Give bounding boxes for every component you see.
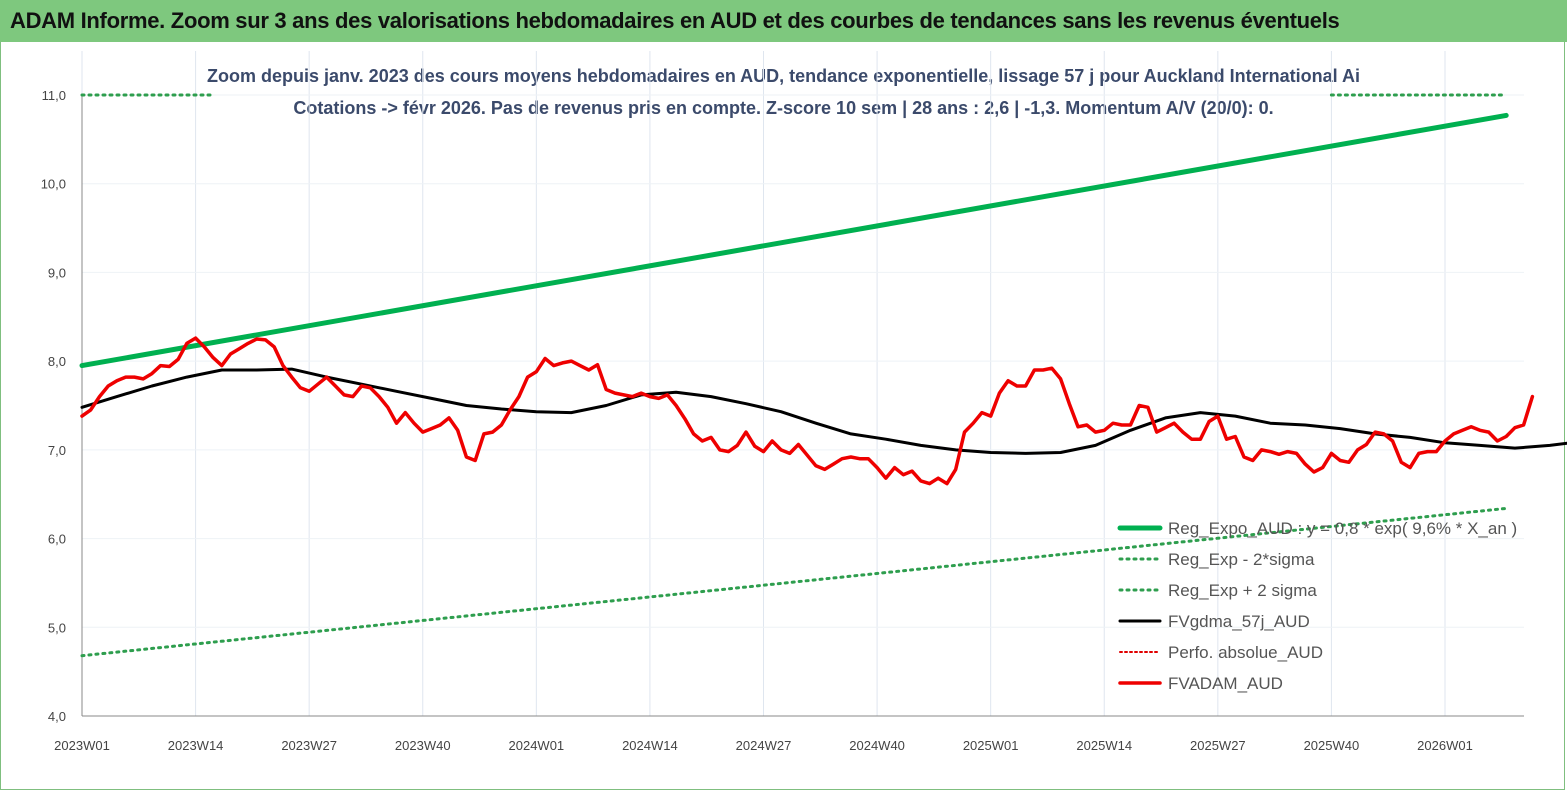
legend-label: Perfo. absolue_AUD [1168, 643, 1323, 662]
x-tick-label: 2024W27 [736, 738, 792, 753]
x-tick-label: 2025W01 [963, 738, 1019, 753]
x-tick-label: 2026W01 [1417, 738, 1473, 753]
legend-label: Reg_Exp + 2 sigma [1168, 581, 1317, 600]
x-tick-label: 2025W14 [1076, 738, 1132, 753]
y-tick-label: 6,0 [48, 532, 66, 547]
series-line-4 [80, 367, 1567, 455]
chart-area: Zoom depuis janv. 2023 des cours moyens … [0, 42, 1567, 792]
y-tick-label: 9,0 [48, 265, 66, 280]
legend-label: FVADAM_AUD [1168, 674, 1283, 693]
x-tick-label: 2025W27 [1190, 738, 1246, 753]
y-tick-label: 11,0 [42, 88, 66, 103]
x-tick-label: 2024W40 [849, 738, 905, 753]
x-tick-label: 2023W40 [395, 738, 451, 753]
x-tick-label: 2023W27 [281, 738, 337, 753]
line-chart: 2023W01 2023W14 2023W27 2023W40 2024W01 2024W… [41, 51, 1567, 753]
series-line-6 [80, 336, 1535, 486]
page-title: ADAM Informe. Zoom sur 3 ans des valoris… [10, 8, 1340, 33]
x-tick-label: 2023W14 [168, 738, 224, 753]
y-tick-label: 10,0 [41, 177, 66, 192]
legend-label: FVgdma_57j_AUD [1168, 612, 1310, 631]
y-tick-label: 4,0 [48, 709, 66, 724]
chart-title: Zoom depuis janv. 2023 des cours moyens … [207, 66, 1360, 86]
header-band: ADAM Informe. Zoom sur 3 ans des valoris… [0, 0, 1567, 42]
y-tick-label: 5,0 [48, 620, 66, 635]
legend-label: Reg_Exp - 2*sigma [1168, 550, 1315, 569]
x-tick-label: 2025W40 [1304, 738, 1360, 753]
legend-label: Reg_Expo_AUD : y = 0,8 * exp( 9,6% * X_a… [1168, 519, 1517, 538]
x-tick-label: 2023W01 [54, 738, 110, 753]
x-tick-label: 2024W14 [622, 738, 678, 753]
y-tick-label: 8,0 [48, 354, 66, 369]
x-tick-label: 2024W01 [509, 738, 565, 753]
series-line-2 [80, 506, 1508, 658]
chart-subtitle: Cotations -> févr 2026. Pas de revenus p… [293, 98, 1274, 118]
series-line-1 [79, 112, 1509, 369]
y-tick-label: 7,0 [48, 443, 66, 458]
